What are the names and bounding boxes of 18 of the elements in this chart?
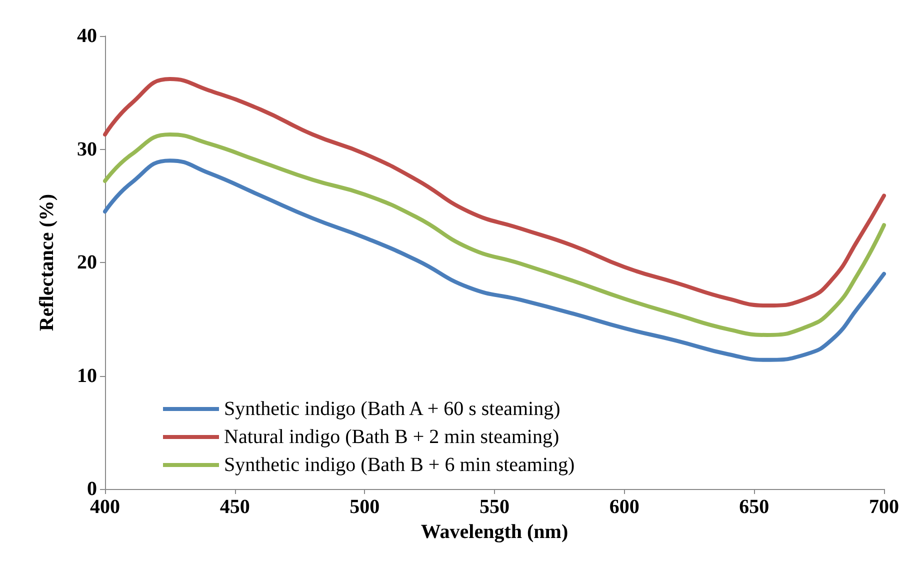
line-series (103, 132, 886, 337)
y-tick-label: 10 (77, 364, 97, 387)
x-tick-label: 700 (869, 496, 899, 518)
legend-label: Natural indigo (Bath B + 2 min steaming) (224, 426, 560, 448)
x-tick-label: 500 (350, 496, 380, 518)
y-axis-title: Reflectance (%) (36, 194, 58, 332)
y-tick-label: 40 (77, 25, 97, 47)
legend-label: Synthetic indigo (Bath A + 60 s steaming) (224, 398, 560, 420)
y-tick-label: 30 (77, 138, 97, 160)
x-tick-label: 650 (739, 496, 770, 518)
line-series (103, 77, 886, 308)
line-series (103, 158, 886, 362)
legend-label: Synthetic indigo (Bath B + 6 min steaming) (224, 454, 575, 476)
x-tick-label: 450 (220, 496, 250, 518)
y-tick-label: 20 (77, 252, 97, 274)
x-tick-label: 600 (609, 496, 640, 518)
x-axis-title: Wavelength (nm) (420, 520, 568, 543)
x-tick-label: 550 (480, 496, 510, 518)
